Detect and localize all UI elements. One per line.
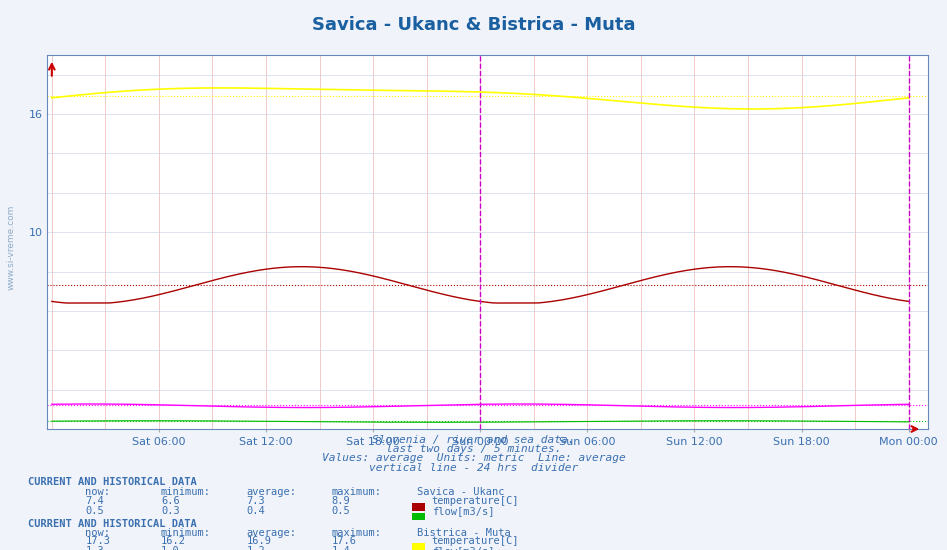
- Text: 0.3: 0.3: [161, 505, 180, 516]
- Text: now:: now:: [85, 528, 110, 538]
- Text: 0.5: 0.5: [85, 505, 104, 516]
- Text: 1.4: 1.4: [331, 546, 350, 550]
- Text: 1.2: 1.2: [246, 546, 265, 550]
- Text: 0.5: 0.5: [331, 505, 350, 516]
- Text: flow[m3/s]: flow[m3/s]: [432, 546, 494, 550]
- Text: 16.9: 16.9: [246, 536, 271, 547]
- Text: now:: now:: [85, 487, 110, 497]
- Text: average:: average:: [246, 487, 296, 497]
- Text: temperature[C]: temperature[C]: [432, 496, 519, 507]
- Text: 0.4: 0.4: [246, 505, 265, 516]
- Text: flow[m3/s]: flow[m3/s]: [432, 505, 494, 516]
- Text: maximum:: maximum:: [331, 528, 382, 538]
- Text: Values: average  Units: metric  Line: average: Values: average Units: metric Line: aver…: [322, 453, 625, 464]
- Text: 7.3: 7.3: [246, 496, 265, 507]
- Text: minimum:: minimum:: [161, 487, 211, 497]
- Text: Slovenia / river and sea data.: Slovenia / river and sea data.: [372, 434, 575, 445]
- Text: average:: average:: [246, 528, 296, 538]
- Text: Savica - Ukanc & Bistrica - Muta: Savica - Ukanc & Bistrica - Muta: [312, 16, 635, 34]
- Text: 17.3: 17.3: [85, 536, 110, 547]
- Text: temperature[C]: temperature[C]: [432, 536, 519, 547]
- Text: Bistrica - Muta: Bistrica - Muta: [417, 528, 510, 538]
- Text: 1.3: 1.3: [85, 546, 104, 550]
- Text: 7.4: 7.4: [85, 496, 104, 507]
- Text: minimum:: minimum:: [161, 528, 211, 538]
- Text: 16.2: 16.2: [161, 536, 186, 547]
- Text: 6.6: 6.6: [161, 496, 180, 507]
- Text: CURRENT AND HISTORICAL DATA: CURRENT AND HISTORICAL DATA: [28, 477, 197, 487]
- Text: maximum:: maximum:: [331, 487, 382, 497]
- Text: last two days / 5 minutes.: last two days / 5 minutes.: [385, 444, 562, 454]
- Text: CURRENT AND HISTORICAL DATA: CURRENT AND HISTORICAL DATA: [28, 519, 197, 529]
- Text: www.si-vreme.com: www.si-vreme.com: [7, 205, 16, 290]
- Text: 8.9: 8.9: [331, 496, 350, 507]
- Text: vertical line - 24 hrs  divider: vertical line - 24 hrs divider: [369, 463, 578, 473]
- Text: 17.6: 17.6: [331, 536, 356, 547]
- Text: Savica - Ukanc: Savica - Ukanc: [417, 487, 504, 497]
- Text: 1.0: 1.0: [161, 546, 180, 550]
